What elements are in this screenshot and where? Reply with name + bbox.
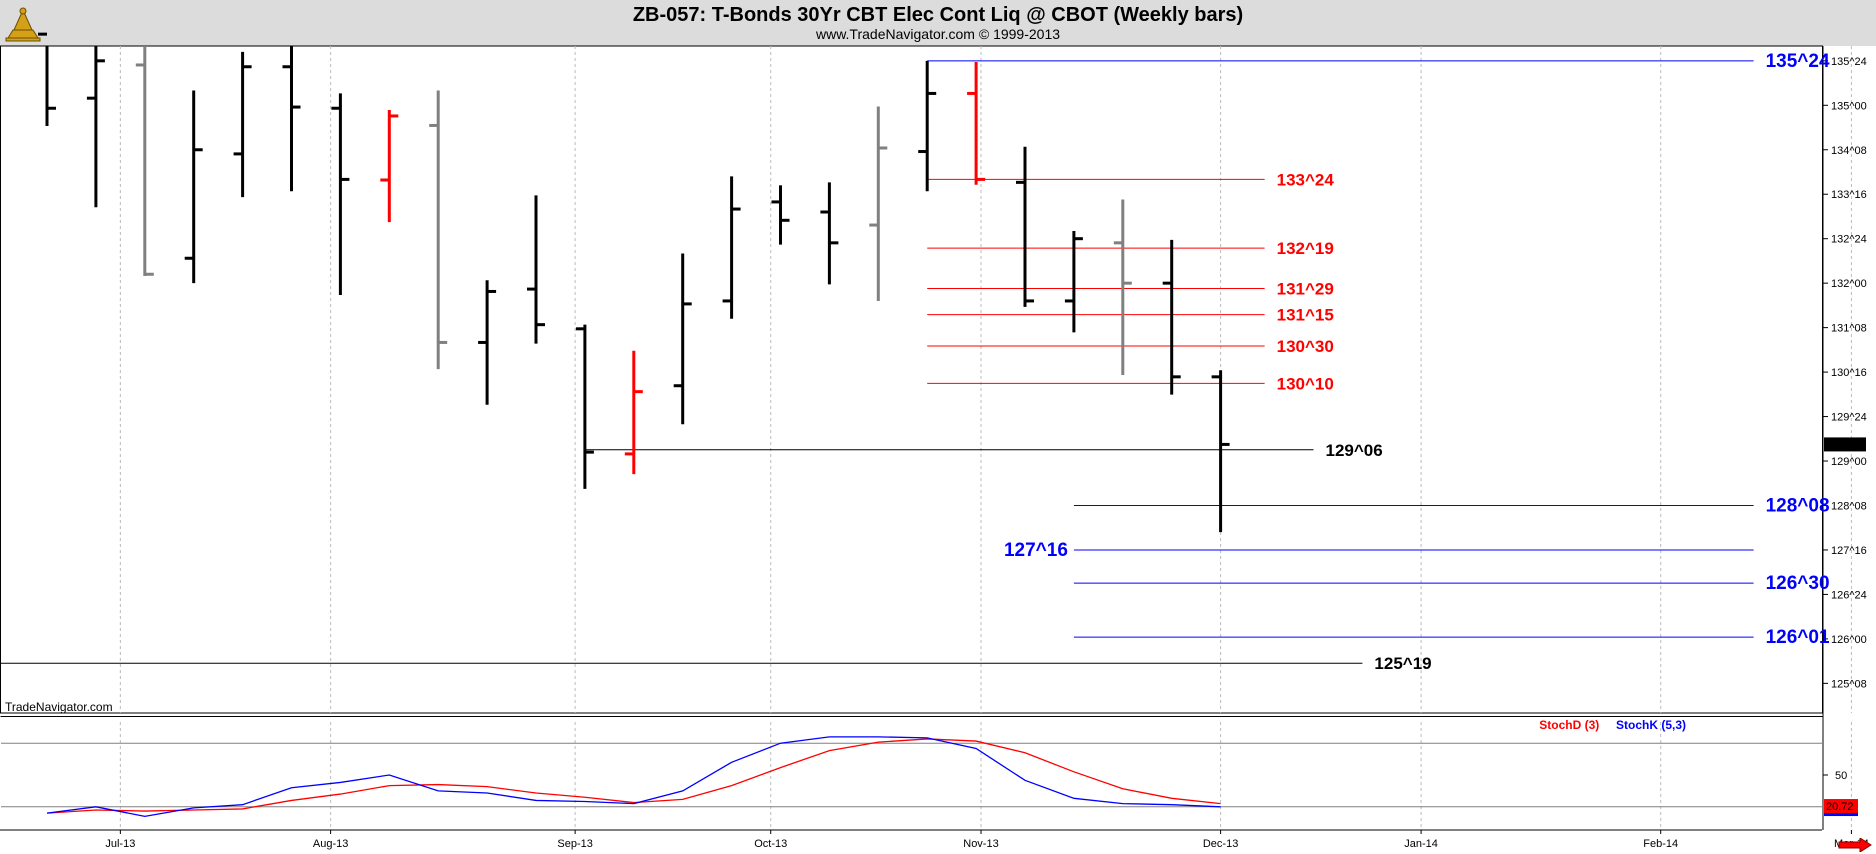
x-tick-label: Nov-13 bbox=[963, 838, 998, 850]
level-label: 131^29 bbox=[1277, 279, 1334, 298]
stoch-last-tag-k bbox=[1824, 813, 1858, 817]
x-tick-label: Jul-13 bbox=[105, 838, 135, 850]
level-label: 132^19 bbox=[1277, 239, 1334, 258]
chart-subtitle: www.TradeNavigator.com © 1999-2013 bbox=[815, 26, 1061, 42]
level-label: 128^08 bbox=[1766, 495, 1830, 516]
y-tick-label: 132^00 bbox=[1831, 278, 1867, 290]
stoch-series-line bbox=[46, 738, 1221, 814]
panel-divider bbox=[0, 716, 1823, 717]
x-tick-label: Dec-13 bbox=[1203, 838, 1238, 850]
level-label: 129^06 bbox=[1326, 441, 1383, 460]
level-label: 130^30 bbox=[1277, 337, 1334, 356]
y-tick-label: 135^24 bbox=[1831, 56, 1867, 68]
y-tick-label: 128^08 bbox=[1831, 500, 1867, 512]
chart-title: ZB-057: T-Bonds 30Yr CBT Elec Cont Liq @… bbox=[632, 4, 1244, 26]
y-tick-label: 131^08 bbox=[1831, 323, 1867, 335]
legend-stochk: StochK (5,3) bbox=[1615, 718, 1686, 732]
stoch-last-label: 20.72 bbox=[1826, 801, 1854, 813]
y-tick-label: 135^00 bbox=[1831, 100, 1867, 112]
last-price-tag bbox=[1824, 437, 1866, 452]
level-label: 131^15 bbox=[1277, 306, 1334, 325]
trade-navigator-logo-icon bbox=[5, 7, 41, 42]
scroll-right-arrow-icon[interactable] bbox=[1838, 838, 1872, 852]
level-label: 125^19 bbox=[1374, 654, 1431, 673]
level-label: 130^10 bbox=[1277, 374, 1334, 393]
y-tick-label: 133^16 bbox=[1831, 189, 1867, 201]
watermark-text: TradeNavigator.com bbox=[5, 700, 113, 714]
stoch-last-tag bbox=[1824, 799, 1858, 814]
level-label: 133^24 bbox=[1277, 170, 1335, 189]
y-tick-label: 129^24 bbox=[1831, 412, 1867, 424]
x-tick-label: Aug-13 bbox=[313, 838, 348, 850]
y-tick-label: 126^00 bbox=[1831, 634, 1867, 646]
x-tick-label: Jan-14 bbox=[1404, 838, 1438, 850]
y-tick-label: 134^08 bbox=[1831, 145, 1867, 157]
x-tick-label: Oct-13 bbox=[754, 838, 787, 850]
legend-stochd: StochD (3) bbox=[1539, 718, 1600, 732]
x-tick-label: Sep-13 bbox=[557, 838, 592, 850]
stoch-y-tick-label: 50 bbox=[1835, 770, 1847, 782]
level-label: 126^01 bbox=[1766, 627, 1830, 648]
price-panel-frame bbox=[0, 45, 1823, 714]
level-label: 127^16 bbox=[1004, 540, 1068, 561]
level-label: 135^24 bbox=[1766, 51, 1830, 72]
stoch-series-line bbox=[46, 736, 1221, 818]
x-tick-label: Feb-14 bbox=[1643, 838, 1678, 850]
chart-header bbox=[0, 0, 1876, 46]
last-price-label: 129^09 bbox=[1827, 439, 1863, 451]
y-tick-label: 132^24 bbox=[1831, 234, 1867, 246]
stoch-legend: StochD (3) StochK (5,3) bbox=[1539, 718, 1686, 732]
y-tick-label: 126^24 bbox=[1831, 589, 1867, 601]
y-tick-label: 129^00 bbox=[1831, 456, 1867, 468]
y-tick-label: 130^16 bbox=[1831, 367, 1867, 379]
y-tick-label: 127^16 bbox=[1831, 545, 1867, 557]
y-tick-label: 125^08 bbox=[1831, 678, 1867, 690]
level-label: 126^30 bbox=[1766, 573, 1830, 594]
